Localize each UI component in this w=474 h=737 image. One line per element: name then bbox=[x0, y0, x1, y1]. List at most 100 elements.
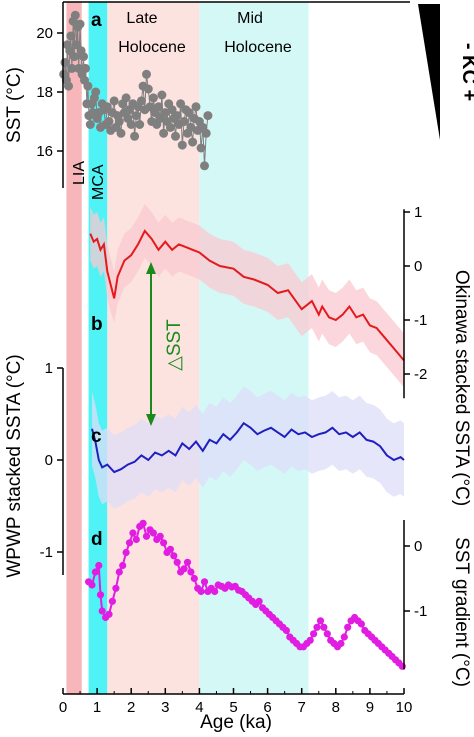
y-axis-title-b: Okinawa stacked SSTA (°C) bbox=[451, 270, 472, 506]
band-c bbox=[92, 386, 404, 509]
data-point-d bbox=[96, 591, 105, 599]
y-axis-title-c: WPWP stacked SSTA (°C) bbox=[4, 354, 25, 577]
data-point-a bbox=[145, 102, 155, 112]
data-point-d bbox=[91, 568, 99, 576]
data-point-a bbox=[165, 122, 175, 132]
period-label-mid-1: Mid bbox=[237, 10, 263, 27]
kc-label: - KC + bbox=[458, 43, 474, 101]
series-layer bbox=[59, 10, 406, 670]
x-tick-label: 0 bbox=[59, 699, 67, 716]
data-point-d bbox=[180, 565, 188, 573]
shaded-period-1 bbox=[88, 2, 108, 694]
data-point-a bbox=[160, 108, 170, 118]
data-point-a bbox=[159, 128, 169, 138]
data-point-d bbox=[340, 633, 348, 641]
data-point-d bbox=[211, 587, 219, 596]
data-point-d bbox=[197, 587, 205, 596]
data-point-a bbox=[191, 102, 201, 112]
y-tick-label-c: -1 bbox=[40, 544, 53, 561]
kc-wedge-icon bbox=[418, 4, 440, 140]
x-axis-title: Age (ka) bbox=[200, 712, 272, 733]
x-tick-label: 9 bbox=[366, 699, 374, 716]
data-point-a bbox=[148, 93, 158, 103]
data-point-a bbox=[176, 99, 186, 109]
data-point-a bbox=[66, 31, 76, 41]
data-point-d bbox=[313, 623, 321, 631]
period-label-late-2: Holocene bbox=[118, 39, 186, 56]
data-point-a bbox=[196, 143, 206, 153]
data-point-a bbox=[200, 161, 209, 171]
y-tick-label-a: 20 bbox=[36, 25, 53, 42]
panel-label-a: a bbox=[91, 10, 102, 31]
data-point-d bbox=[98, 607, 106, 615]
delta-sst-label: △SST bbox=[164, 319, 185, 371]
data-point-a bbox=[186, 122, 196, 132]
data-point-a bbox=[64, 81, 73, 91]
data-point-a bbox=[171, 131, 180, 141]
y-tick-label-c: 0 bbox=[45, 452, 53, 469]
data-point-d bbox=[95, 561, 103, 570]
data-point-d bbox=[173, 558, 181, 566]
data-point-a bbox=[177, 140, 187, 150]
data-point-d bbox=[166, 545, 174, 553]
data-point-a bbox=[167, 105, 177, 115]
y-axis-title-a: SST (°C) bbox=[4, 67, 25, 143]
period-label-lia: LIA bbox=[71, 161, 88, 185]
data-point-a bbox=[135, 120, 145, 129]
series-line-c bbox=[91, 421, 405, 474]
data-point-a bbox=[188, 137, 198, 147]
period-label-mca: MCA bbox=[90, 164, 107, 200]
data-point-a bbox=[142, 69, 151, 79]
data-point-a bbox=[67, 63, 77, 73]
data-point-d bbox=[316, 617, 325, 625]
x-tick-label: 10 bbox=[396, 699, 413, 716]
y-tick-label-b: -1 bbox=[414, 312, 427, 329]
x-tick-label: 3 bbox=[161, 699, 169, 716]
y-tick-label-d: 0 bbox=[414, 538, 422, 555]
y-tick-label-a: 16 bbox=[36, 143, 53, 160]
series-line-b bbox=[89, 229, 405, 362]
x-tick-label: 4 bbox=[195, 699, 203, 716]
data-point-a bbox=[203, 111, 213, 121]
data-point-d bbox=[200, 578, 209, 586]
axes-layer: 16 18 20 -2 -1 0 1 -1 0 1 -1 0 0 1 2 3 4 5 6 7 8 9 10 bbox=[36, 1, 427, 716]
delta-sst-arrow bbox=[146, 262, 156, 426]
data-point-d bbox=[122, 548, 130, 557]
y-tick-label-b: 0 bbox=[414, 258, 422, 275]
data-point-a bbox=[121, 93, 131, 103]
data-point-d bbox=[139, 519, 147, 527]
data-point-d bbox=[320, 623, 328, 631]
data-point-a bbox=[143, 84, 153, 94]
data-point-d bbox=[398, 662, 406, 670]
data-point-a bbox=[155, 114, 165, 123]
data-point-a bbox=[184, 108, 194, 118]
panel-label-d: d bbox=[91, 529, 103, 550]
data-point-a bbox=[126, 120, 136, 129]
y-tick-label-a: 18 bbox=[36, 84, 53, 101]
data-point-d bbox=[132, 535, 140, 544]
data-point-a bbox=[104, 117, 114, 126]
y-tick-label-c: 1 bbox=[45, 360, 53, 377]
data-point-a bbox=[157, 90, 167, 100]
period-label-mid-2: Holocene bbox=[224, 39, 292, 56]
data-point-d bbox=[183, 558, 192, 566]
band-b bbox=[90, 203, 405, 388]
data-point-d bbox=[112, 584, 120, 592]
data-point-a bbox=[75, 19, 85, 29]
data-point-d bbox=[190, 574, 198, 583]
data-point-a bbox=[69, 52, 79, 62]
period-label-late-1: Late bbox=[126, 10, 157, 27]
data-point-a bbox=[131, 111, 141, 121]
x-tick-label: 6 bbox=[263, 699, 271, 716]
data-point-a bbox=[85, 120, 95, 129]
data-point-a bbox=[79, 52, 88, 62]
data-point-a bbox=[130, 131, 140, 141]
data-point-d bbox=[125, 539, 134, 547]
data-point-a bbox=[201, 128, 211, 138]
data-point-d bbox=[160, 539, 168, 547]
y-tick-label-b: -2 bbox=[414, 366, 427, 383]
data-point-d bbox=[119, 561, 127, 570]
data-point-a bbox=[179, 117, 189, 126]
data-point-d bbox=[149, 529, 157, 537]
